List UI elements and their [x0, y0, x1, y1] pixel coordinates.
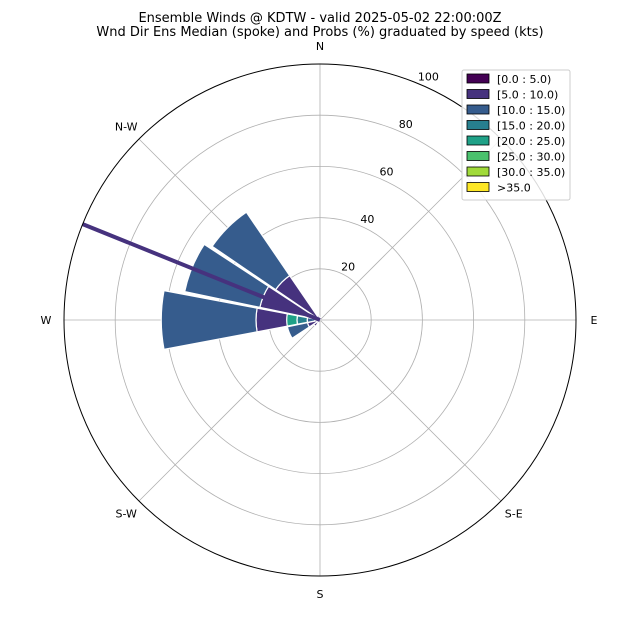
- legend-label: [20.0 : 25.0): [497, 135, 565, 148]
- radial-tick-label: 100: [418, 71, 439, 84]
- chart-subtitle: Wnd Dir Ens Median (spoke) and Probs (%)…: [96, 25, 544, 40]
- wind-sector: [296, 315, 309, 325]
- legend-swatch: [466, 120, 490, 130]
- legend-swatch: [466, 73, 490, 84]
- legend-swatch: [466, 135, 490, 146]
- legend-swatch: [466, 151, 490, 161]
- legend-label: [10.0 : 15.0): [497, 104, 565, 117]
- legend-swatch: [466, 166, 490, 177]
- legend-label: [15.0 : 20.0): [497, 120, 565, 133]
- wind-sector: [312, 319, 321, 328]
- wind-sector: [211, 211, 291, 291]
- radial-tick-label: 20: [341, 261, 355, 274]
- direction-label: S-E: [505, 508, 523, 521]
- legend-label: >35.0: [497, 182, 531, 195]
- legend-label: [5.0 : 10.0): [497, 89, 558, 102]
- wind-sector: [286, 313, 299, 327]
- legend-label: [0.0 : 5.0): [497, 73, 551, 86]
- legend-label: [30.0 : 35.0): [497, 166, 565, 179]
- angular-gridline: [319, 319, 502, 502]
- chart-title: Ensemble Winds @ KDTW - valid 2025-05-02…: [138, 11, 502, 26]
- legend-label: [25.0 : 30.0): [497, 151, 565, 164]
- legend-swatch: [466, 89, 490, 99]
- direction-label: S-W: [116, 508, 138, 521]
- legend-swatch: [466, 104, 490, 115]
- legend: [0.0 : 5.0) [5.0 : 10.0) [10.0 : 15.0) [15.…: [461, 69, 571, 201]
- direction-label: N: [316, 40, 324, 53]
- radial-tick-label: 60: [380, 166, 394, 179]
- radial-tick-label: 80: [399, 118, 413, 131]
- angular-gridline: [138, 319, 321, 502]
- median-spoke: [81, 222, 321, 322]
- direction-label: N-W: [115, 120, 138, 133]
- wind-sector: [160, 289, 258, 351]
- direction-label: S: [317, 588, 324, 601]
- direction-label: W: [41, 314, 52, 327]
- direction-label: E: [591, 314, 598, 327]
- wind-sector: [286, 321, 311, 340]
- radial-tick-label: 40: [360, 213, 374, 226]
- polar-frame: [63, 63, 577, 577]
- legend-swatch: [466, 182, 490, 192]
